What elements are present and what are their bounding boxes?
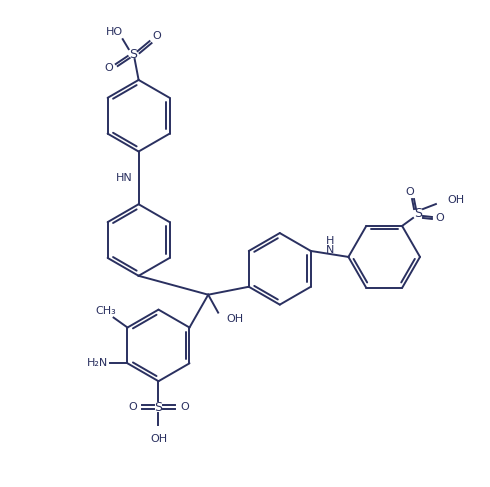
Text: H: H [325,236,334,246]
Text: S: S [129,48,137,60]
Text: OH: OH [150,434,167,444]
Text: OH: OH [226,314,243,323]
Text: CH₃: CH₃ [95,306,116,316]
Text: HN: HN [116,173,133,183]
Text: O: O [104,63,113,73]
Text: S: S [154,401,163,413]
Text: O: O [406,187,415,197]
Text: O: O [436,213,444,223]
Text: H₂N: H₂N [87,358,108,368]
Text: O: O [152,31,161,41]
Text: HO: HO [106,27,123,37]
Text: O: O [180,402,189,412]
Text: OH: OH [448,195,465,205]
Text: N: N [325,245,334,255]
Text: O: O [128,402,137,412]
Text: S: S [414,207,422,221]
